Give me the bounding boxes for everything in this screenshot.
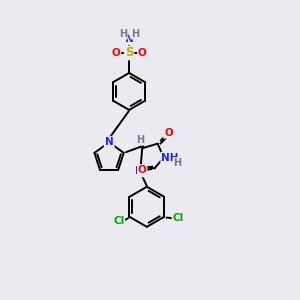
Text: O: O — [164, 128, 173, 138]
Text: H: H — [119, 29, 127, 39]
Text: N: N — [105, 137, 113, 147]
Text: Cl: Cl — [113, 216, 124, 226]
Text: H: H — [136, 135, 145, 145]
Text: N: N — [105, 137, 113, 147]
Text: O: O — [138, 48, 147, 58]
Text: N: N — [135, 167, 143, 176]
Text: Cl: Cl — [172, 213, 184, 224]
Text: H: H — [174, 158, 182, 168]
Text: N: N — [125, 34, 134, 44]
Text: O: O — [112, 48, 120, 58]
Text: NH: NH — [161, 152, 179, 163]
Text: S: S — [125, 46, 134, 59]
Text: H: H — [131, 29, 139, 39]
Text: O: O — [138, 165, 147, 175]
